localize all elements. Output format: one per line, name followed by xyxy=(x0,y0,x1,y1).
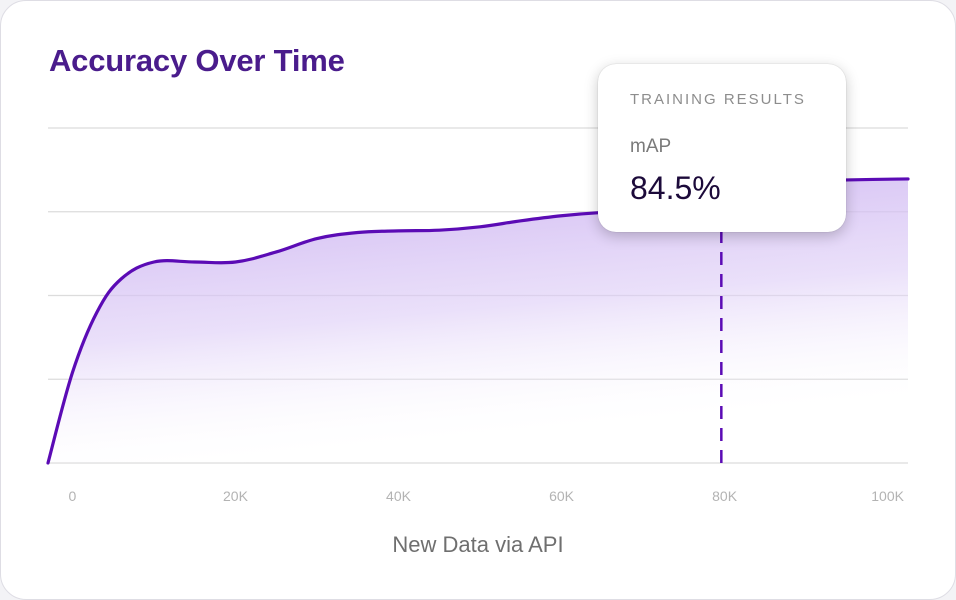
training-results-tooltip: TRAINING RESULTS mAP 84.5% xyxy=(598,64,846,232)
x-tick-label: 60K xyxy=(549,488,575,504)
x-tick-label: 80K xyxy=(712,488,738,504)
x-tick-label: 40K xyxy=(386,488,412,504)
chart-title: Accuracy Over Time xyxy=(49,43,345,78)
x-tick-label: 100K xyxy=(871,488,904,504)
tooltip-metric-value: 84.5% xyxy=(630,170,721,206)
x-axis-label: New Data via API xyxy=(392,532,564,557)
area-fill xyxy=(48,178,908,464)
x-tick-label: 20K xyxy=(223,488,249,504)
x-tick-label: 0 xyxy=(69,488,77,504)
tooltip-metric-label: mAP xyxy=(630,136,672,157)
tooltip-header: TRAINING RESULTS xyxy=(630,91,806,108)
